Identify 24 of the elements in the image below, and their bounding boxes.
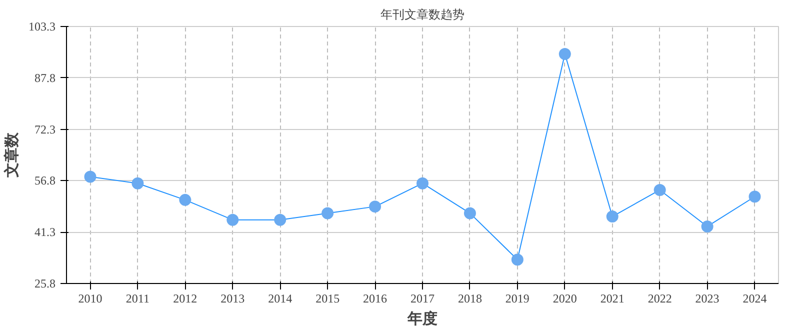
- chart-title: 年刊文章数趋势: [380, 8, 464, 22]
- y-tick-label: 25.8: [34, 276, 56, 290]
- x-tick-label: 2017: [410, 292, 434, 306]
- x-tick-label: 2013: [220, 292, 245, 306]
- x-tick-label: 2022: [648, 292, 672, 306]
- x-tick-label: 2011: [126, 292, 150, 306]
- y-tick-label: 41.3: [34, 225, 56, 240]
- y-tick-label: 87.8: [34, 70, 56, 85]
- x-tick-label: 2016: [363, 292, 388, 306]
- x-tick-label: 2024: [742, 292, 767, 306]
- x-tick-label: 2014: [268, 292, 292, 306]
- y-tick-label: 103.3: [28, 20, 56, 34]
- x-tick-label: 2021: [600, 292, 624, 306]
- y-axis-title: 文章数: [2, 132, 20, 178]
- y-tick-label: 56.8: [34, 174, 56, 188]
- x-axis-title: 年度: [406, 310, 438, 328]
- x-tick-label: 2012: [173, 292, 198, 306]
- x-tick-label: 2023: [695, 292, 720, 306]
- x-tick-label: 2020: [552, 292, 577, 306]
- x-tick-label: 2019: [505, 292, 530, 306]
- x-tick-label: 2018: [458, 292, 482, 306]
- y-tick-label: 72.3: [34, 122, 56, 136]
- x-tick-label: 2010: [78, 292, 102, 306]
- x-tick-label: 2015: [316, 292, 340, 306]
